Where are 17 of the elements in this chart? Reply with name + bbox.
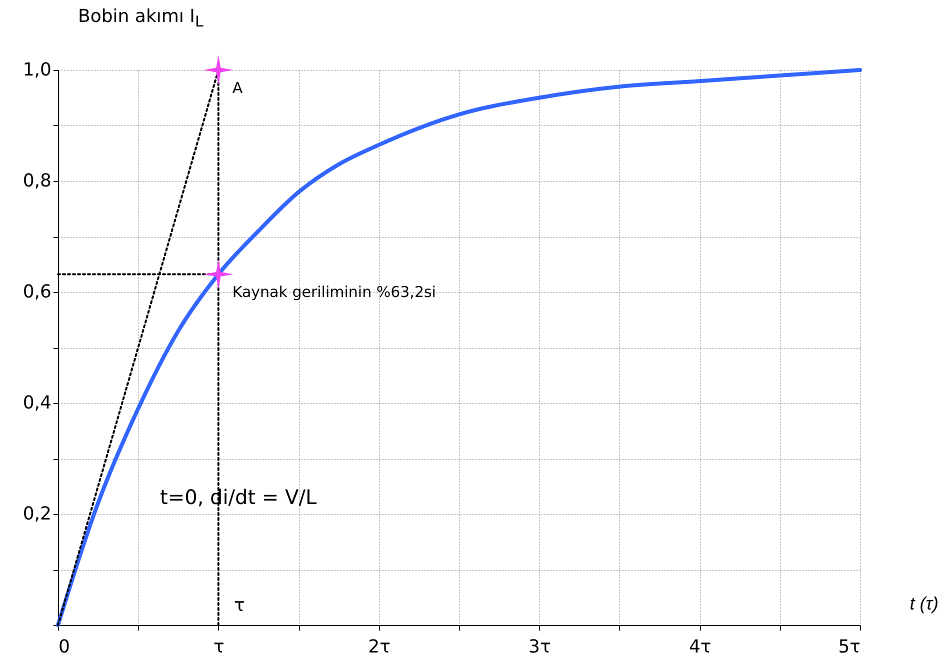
x-tick-label: τ — [213, 636, 224, 658]
annotation: t=0, di/dt = V/L — [160, 485, 318, 509]
y-tick-label: 0,8 — [22, 170, 52, 192]
annotation: Kaynak geriliminin %63,2si — [232, 283, 436, 302]
x-tick-label: 4τ — [688, 636, 712, 658]
x-tick-label: 2τ — [368, 636, 390, 658]
x-tick-label: 3τ — [528, 636, 551, 658]
annotation: τ — [234, 595, 245, 616]
x-tick-label: 0 — [58, 636, 70, 658]
y-tick-label: 0,4 — [22, 392, 52, 414]
annotation: A — [232, 79, 244, 97]
y-axis-title: Bobin akımı I$_{L}$ — [78, 6, 204, 31]
x-tick-label: 5τ — [838, 636, 860, 658]
y-tick-label: 0,6 — [22, 282, 52, 302]
x-axis-title: t (τ) — [910, 594, 938, 614]
y-tick-label: 0,2 — [22, 504, 52, 524]
y-tick-label: 1,0 — [22, 60, 52, 80]
